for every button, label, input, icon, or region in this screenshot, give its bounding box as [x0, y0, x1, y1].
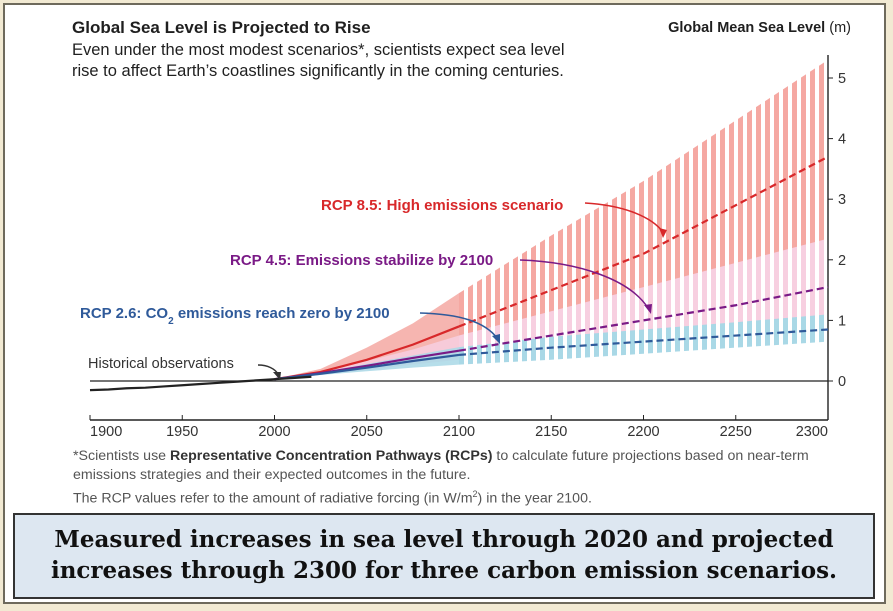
- x-tick-label: 2050: [351, 424, 383, 440]
- line-historical: [89, 375, 312, 392]
- arrow-rcp26-head: [492, 334, 500, 344]
- line-rcp26-dashed: [458, 328, 829, 357]
- line-rcp26-solid: [274, 353, 460, 381]
- uncertainty-bands: [274, 59, 828, 380]
- annotation-rcp45: RCP 4.5: Emissions stabilize by 2100: [230, 252, 493, 269]
- x-tick-label: 1950: [166, 424, 198, 440]
- y-axis-title-main: Global Mean Sea Level: [668, 20, 826, 36]
- footnote-superscript: 2: [472, 489, 478, 499]
- chart-title: Global Sea Level is Projected to Rise: [72, 18, 371, 37]
- series-lines: [89, 155, 829, 392]
- x-tick-label: 2150: [535, 424, 567, 440]
- arrow-historical-head: [273, 372, 281, 380]
- arrow-rcp26: [419, 312, 498, 339]
- y-tick-label: 1: [838, 313, 846, 329]
- axes: 1900 1950 2000 2050 2100 2150 2200 2250 2300 0 1 2 3…: [89, 55, 846, 440]
- annotation-rcp26: RCP 2.6: CO2 emissions reach zero by 210…: [80, 305, 390, 327]
- annotation-rcp26-sub: 2: [168, 316, 174, 327]
- arrow-rcp45: [519, 259, 649, 309]
- y-tick-label: 2: [838, 253, 846, 269]
- y-axis-title-unit: (m): [829, 20, 851, 36]
- annotation-rcp26-pre: RCP 2.6: CO: [80, 305, 168, 322]
- y-tick-label: 3: [838, 192, 846, 208]
- annotation-historical: Historical observations: [88, 356, 234, 372]
- arrow-rcp45-head: [644, 304, 652, 314]
- y-tick-label: 4: [838, 132, 846, 148]
- footnote: *Scientists use Representative Concentra…: [73, 447, 863, 509]
- x-tick-label: 1900: [90, 424, 122, 440]
- x-tick-label: 2100: [443, 424, 475, 440]
- y-tick-label: 5: [838, 71, 846, 87]
- footnote-bold-term: Representative Concentration Pathways (R…: [170, 448, 493, 464]
- chart-subtitle: Even under the most modest scenarios*, s…: [72, 41, 565, 80]
- footnote-text-2: to calculate future projections based on…: [73, 448, 809, 483]
- band-striped-rcp26: [459, 314, 828, 365]
- footnote-text-3: The RCP values refer to the amount of ra…: [73, 490, 473, 507]
- line-rcp85-dashed: [458, 155, 829, 328]
- x-tick-label: 2250: [720, 424, 752, 440]
- line-rcp45-dashed: [458, 285, 829, 352]
- footnote-text-1: *Scientists use: [73, 448, 170, 464]
- annotation-rcp26-post: emissions reach zero by 2100: [174, 305, 390, 322]
- y-axis-title: Global Mean Sea Level (m): [668, 20, 851, 36]
- footnote-text-4: ) in the year 2100.: [477, 490, 592, 507]
- x-tick-label: 2000: [258, 424, 290, 440]
- y-tick-label: 0: [838, 374, 846, 390]
- annotations: RCP 8.5: High emissions scenario RCP 4.5…: [80, 197, 667, 380]
- annotation-rcp85: RCP 8.5: High emissions scenario: [321, 197, 563, 214]
- figure-caption: Measured increases in sea level through …: [13, 513, 875, 599]
- x-tick-label: 2200: [627, 424, 659, 440]
- x-tick-label: 2300: [796, 424, 828, 440]
- arrow-rcp85: [584, 202, 664, 233]
- arrow-rcp85-head: [659, 228, 667, 238]
- band-solid-rcp26: [274, 347, 459, 380]
